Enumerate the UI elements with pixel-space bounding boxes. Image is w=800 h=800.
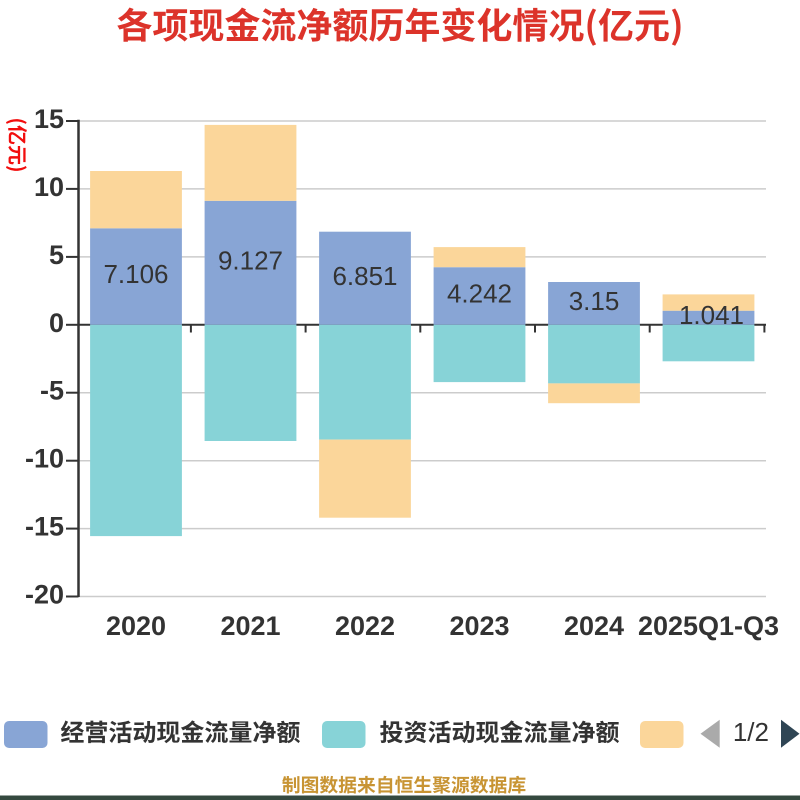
svg-text:2024: 2024 [564, 611, 624, 641]
svg-text:3.15: 3.15 [569, 286, 620, 316]
svg-text:10: 10 [34, 172, 64, 202]
svg-text:2022: 2022 [335, 611, 395, 641]
svg-text:2020: 2020 [106, 611, 166, 641]
svg-text:2021: 2021 [220, 611, 280, 641]
svg-text:-10: -10 [25, 444, 64, 474]
svg-text:0: 0 [49, 308, 64, 338]
svg-text:6.851: 6.851 [332, 261, 397, 291]
svg-text:-5: -5 [40, 376, 64, 406]
svg-text:2025Q1-Q3: 2025Q1-Q3 [638, 611, 779, 641]
svg-text:1.041: 1.041 [679, 300, 744, 330]
svg-text:9.127: 9.127 [218, 245, 283, 275]
svg-text:5: 5 [49, 240, 64, 270]
svg-text:-20: -20 [25, 580, 64, 610]
svg-text:1/2: 1/2 [733, 717, 769, 747]
svg-text:2023: 2023 [449, 611, 509, 641]
svg-text:4.242: 4.242 [447, 279, 512, 309]
svg-text:15: 15 [34, 104, 64, 134]
svg-text:-15: -15 [25, 512, 64, 542]
svg-text:7.106: 7.106 [103, 259, 168, 289]
